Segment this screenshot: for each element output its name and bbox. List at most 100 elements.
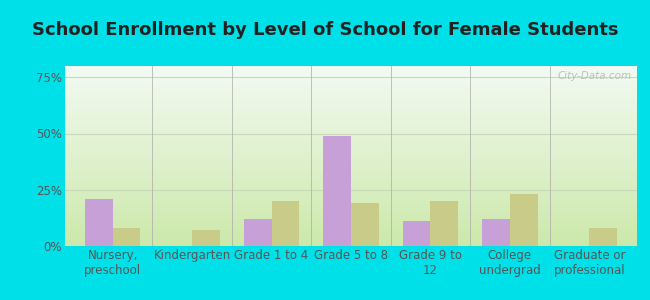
Bar bbox=[65, 109, 637, 110]
Bar bbox=[65, 135, 637, 136]
Bar bbox=[65, 114, 637, 115]
Bar bbox=[65, 244, 637, 245]
Bar bbox=[65, 151, 637, 152]
Bar bbox=[65, 218, 637, 219]
Bar bbox=[65, 206, 637, 207]
Bar bbox=[65, 91, 637, 92]
Bar bbox=[65, 226, 637, 227]
Bar bbox=[65, 175, 637, 176]
Bar bbox=[65, 162, 637, 163]
Bar bbox=[65, 145, 637, 146]
Bar bbox=[65, 96, 637, 97]
Bar bbox=[65, 169, 637, 170]
Bar bbox=[65, 108, 637, 109]
Bar bbox=[65, 113, 637, 114]
Bar bbox=[65, 193, 637, 194]
Bar bbox=[65, 200, 637, 201]
Bar bbox=[65, 234, 637, 235]
Bar bbox=[65, 207, 637, 208]
Bar bbox=[65, 68, 637, 69]
Bar bbox=[65, 164, 637, 165]
Bar bbox=[65, 143, 637, 144]
Bar bbox=[65, 170, 637, 171]
Bar bbox=[65, 119, 637, 120]
Bar bbox=[65, 224, 637, 225]
Bar bbox=[65, 173, 637, 174]
Bar bbox=[65, 180, 637, 181]
Bar bbox=[65, 104, 637, 105]
Bar bbox=[65, 127, 637, 128]
Bar bbox=[65, 121, 637, 122]
Bar bbox=[65, 80, 637, 81]
Bar bbox=[65, 238, 637, 239]
Bar bbox=[65, 123, 637, 124]
Bar bbox=[65, 103, 637, 104]
Bar bbox=[65, 147, 637, 148]
Bar bbox=[65, 126, 637, 127]
Bar bbox=[65, 72, 637, 73]
Bar bbox=[65, 94, 637, 95]
Bar bbox=[65, 192, 637, 193]
Bar bbox=[65, 78, 637, 79]
Bar bbox=[65, 87, 637, 88]
Bar bbox=[65, 196, 637, 197]
Bar bbox=[65, 208, 637, 209]
Bar bbox=[65, 84, 637, 85]
Bar bbox=[65, 134, 637, 135]
Bar bbox=[65, 82, 637, 83]
Bar bbox=[65, 167, 637, 168]
Bar bbox=[65, 190, 637, 191]
Bar bbox=[65, 189, 637, 190]
Bar bbox=[65, 195, 637, 196]
Bar bbox=[65, 106, 637, 107]
Bar bbox=[65, 129, 637, 130]
Bar bbox=[65, 209, 637, 210]
Bar bbox=[65, 140, 637, 141]
Bar bbox=[65, 223, 637, 224]
Bar bbox=[65, 232, 637, 233]
Bar bbox=[65, 219, 637, 220]
Bar bbox=[65, 205, 637, 206]
Bar bbox=[65, 220, 637, 221]
Bar bbox=[65, 230, 637, 231]
Bar bbox=[65, 73, 637, 74]
Bar bbox=[65, 146, 637, 147]
Bar bbox=[65, 67, 637, 68]
Bar bbox=[112, 228, 140, 246]
Bar bbox=[65, 161, 637, 162]
Bar bbox=[65, 233, 637, 234]
Bar bbox=[65, 149, 637, 150]
Bar bbox=[65, 83, 637, 84]
Bar bbox=[85, 199, 112, 246]
Bar bbox=[65, 199, 637, 200]
Bar bbox=[65, 235, 637, 236]
Bar bbox=[402, 221, 430, 246]
Bar bbox=[65, 93, 637, 94]
Bar bbox=[65, 202, 637, 203]
Bar bbox=[65, 92, 637, 93]
Bar bbox=[65, 241, 637, 242]
Bar bbox=[65, 116, 637, 117]
Bar bbox=[65, 159, 637, 160]
Bar bbox=[65, 86, 637, 87]
Bar bbox=[65, 156, 637, 157]
Bar bbox=[65, 112, 637, 113]
Bar bbox=[65, 191, 637, 192]
Bar bbox=[65, 215, 637, 216]
Bar bbox=[510, 194, 538, 246]
Bar bbox=[65, 229, 637, 230]
Bar bbox=[65, 111, 637, 112]
Bar bbox=[65, 184, 637, 185]
Bar bbox=[65, 166, 637, 167]
Bar bbox=[65, 165, 637, 166]
Bar bbox=[65, 117, 637, 118]
Bar bbox=[65, 163, 637, 164]
Bar bbox=[65, 74, 637, 75]
Bar bbox=[65, 105, 637, 106]
Bar bbox=[65, 138, 637, 139]
Bar bbox=[65, 222, 637, 223]
Bar bbox=[65, 203, 637, 204]
Bar bbox=[65, 90, 637, 91]
Bar bbox=[65, 227, 637, 228]
Bar bbox=[65, 178, 637, 179]
